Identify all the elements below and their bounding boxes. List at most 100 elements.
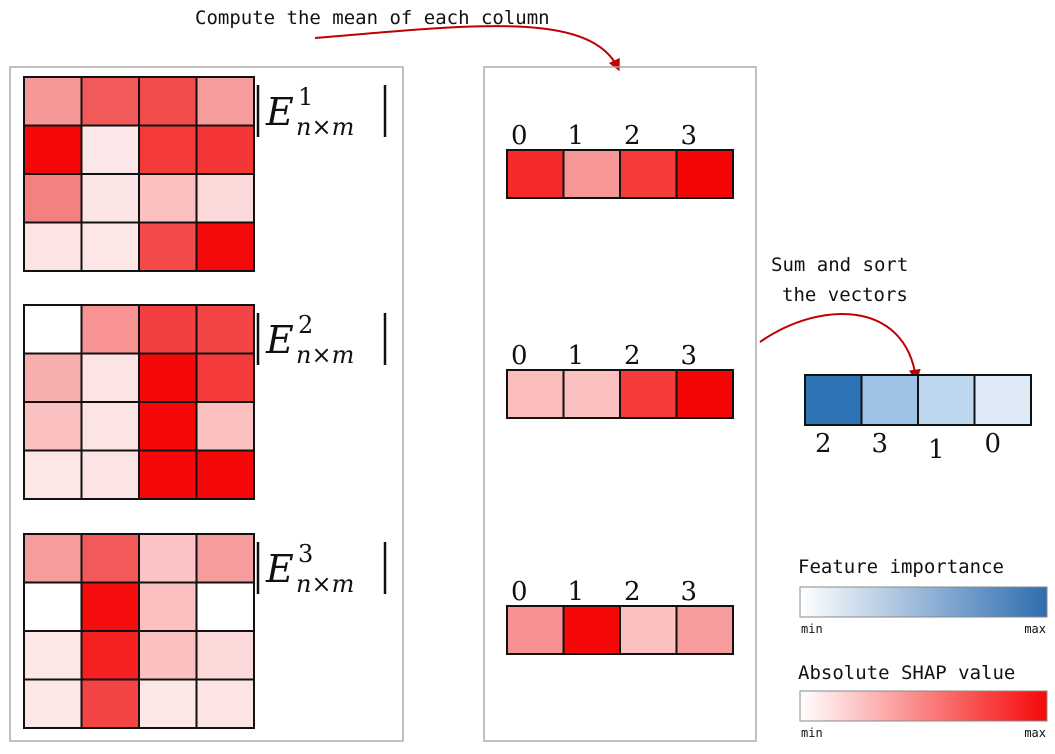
matrix-3-cell-r2-c1: [80, 630, 140, 681]
matrix-2: E 2n×m: [23, 304, 387, 500]
matrix-2-cell-r1-c2: [138, 352, 198, 403]
sorted-vector: 2 3 1 0: [804, 374, 1032, 465]
mean-vector-2-index-0: 0: [511, 341, 528, 371]
matrix-1-cell-r1-c2: [138, 124, 198, 175]
top-caption: Compute the mean of each column: [195, 7, 550, 29]
matrix-3-cell-r2-c3: [195, 630, 255, 681]
matrix-3-cell-r2-c2: [138, 630, 198, 681]
matrix-1-label-sup: 1: [298, 83, 313, 111]
matrix-3: E 3n×m: [23, 533, 387, 729]
sorted-vector-cell-0: [804, 374, 863, 426]
mean-vector-1-index-3: 3: [681, 121, 698, 151]
mean-vector-3-index-3: 3: [681, 577, 698, 607]
legend-feature-importance-max: max: [1024, 622, 1046, 636]
mean-vector-2-cell-3: [675, 369, 734, 419]
sort-caption-line1: Sum and sort: [771, 254, 908, 276]
sort-caption-line2: the vectors: [782, 284, 908, 306]
mean-vectors-panel: [483, 66, 757, 742]
matrix-3-cell-r3-c3: [195, 678, 255, 729]
mean-vector-1-cell-2: [619, 149, 678, 199]
matrix-1-cell-r0-c2: [138, 76, 198, 127]
matrix-2-label-sup: 2: [298, 311, 313, 339]
mean-vector-2-cell-0: [506, 369, 565, 419]
matrix-2-cell-r2-c0: [23, 401, 83, 452]
matrix-3-cell-r1-c3: [195, 581, 255, 632]
mean-vector-1-index-0: 0: [511, 121, 528, 151]
matrix-2-cell-r2-c1: [80, 401, 140, 452]
matrix-1-cell-r0-c3: [195, 76, 255, 127]
matrix-2-label-sub: n×m: [296, 341, 354, 369]
matrix-1-cell-r0-c1: [80, 76, 140, 127]
matrix-3-label-sub: n×m: [296, 570, 354, 598]
matrix-2-cell-r0-c0: [23, 304, 83, 355]
matrix-1-cell-r3-c1: [80, 221, 140, 272]
matrix-2-cell-r2-c2: [138, 401, 198, 452]
mean-vectors: 0 1 2 3 0 1 2 3 0 1 2 3: [506, 121, 734, 655]
matrix-3-cell-r3-c0: [23, 678, 83, 729]
sorted-vector-cell-2: [917, 374, 976, 426]
mean-vector-2-index-1: 1: [568, 341, 585, 371]
matrix-2-cell-r1-c1: [80, 352, 140, 403]
matrix-1-cell-r2-c3: [195, 173, 255, 224]
sorted-vector-index-2: 1: [928, 435, 945, 465]
matrix-2-cell-r3-c3: [195, 449, 255, 500]
matrix-1-cell-r0-c0: [23, 76, 83, 127]
matrix-2-cell-r3-c1: [80, 449, 140, 500]
sort-arrow: [759, 313, 921, 382]
matrix-2-cell-r0-c2: [138, 304, 198, 355]
matrix-3-cell-r0-c3: [195, 533, 255, 584]
matrix-1-cell-r3-c0: [23, 221, 83, 272]
matrix-3-cell-r3-c1: [80, 678, 140, 729]
matrix-3-cell-r3-c2: [138, 678, 198, 729]
matrix-1-cell-r3-c3: [195, 221, 255, 272]
matrix-1-cell-r1-c0: [23, 124, 83, 175]
legend-feature-importance-title: Feature importance: [798, 556, 1004, 578]
matrix-1: E 1n×m: [23, 76, 387, 272]
matrix-1-cell-r2-c1: [80, 173, 140, 224]
legend-feature-importance-bar: [799, 586, 1048, 618]
sorted-vector-cell-3: [973, 374, 1032, 426]
matrix-3-cell-r0-c2: [138, 533, 198, 584]
matrix-1-cell-r1-c3: [195, 124, 255, 175]
mean-vector-2: 0 1 2 3: [506, 341, 734, 419]
mean-vector-3-index-2: 2: [624, 577, 641, 607]
matrix-1-label-letter: E: [265, 90, 294, 134]
matrix-3-cell-r1-c0: [23, 581, 83, 632]
legend-shap-min: min: [801, 726, 823, 740]
matrix-2-cell-r3-c0: [23, 449, 83, 500]
top-arrow: [314, 25, 620, 72]
mean-vector-1-cell-1: [562, 149, 621, 199]
mean-vector-1-index-2: 2: [624, 121, 641, 151]
matrix-2-cell-r0-c1: [80, 304, 140, 355]
matrix-1-cell-r3-c2: [138, 221, 198, 272]
sorted-vector-cell-1: [860, 374, 919, 426]
matrix-3-cell-r0-c0: [23, 533, 83, 584]
matrix-1-label-sub: n×m: [296, 113, 354, 141]
matrix-1-cell-r1-c1: [80, 124, 140, 175]
mean-vector-3: 0 1 2 3: [506, 577, 734, 655]
sorted-vector-index-1: 3: [872, 429, 889, 459]
matrices-panel: [9, 66, 404, 742]
mean-vector-2-cell-1: [562, 369, 621, 419]
matrix-3-label-letter: E: [265, 547, 294, 591]
matrix-3-cell-r1-c2: [138, 581, 198, 632]
matrix-2-cell-r1-c0: [23, 352, 83, 403]
matrix-2-cell-r2-c3: [195, 401, 255, 452]
mean-vector-3-index-0: 0: [511, 577, 528, 607]
matrix-3-cell-r0-c1: [80, 533, 140, 584]
mean-vector-3-index-1: 1: [568, 577, 585, 607]
shap-matrices: E 1n×mE 2n×mE 3n×m: [23, 76, 387, 729]
mean-vector-1-index-1: 1: [568, 121, 585, 151]
mean-vector-3-cell-2: [619, 605, 678, 655]
matrix-2-cell-r1-c3: [195, 352, 255, 403]
legend-shap-bar: [799, 690, 1048, 722]
mean-vector-1-cell-3: [675, 149, 734, 199]
legend-feature-importance-min: min: [801, 622, 823, 636]
legend-shap-max: max: [1024, 726, 1046, 740]
matrix-1-cell-r2-c2: [138, 173, 198, 224]
mean-vector-3-cell-3: [675, 605, 734, 655]
mean-vector-2-index-3: 3: [681, 341, 698, 371]
matrix-2-cell-r0-c3: [195, 304, 255, 355]
matrix-2-cell-r3-c2: [138, 449, 198, 500]
